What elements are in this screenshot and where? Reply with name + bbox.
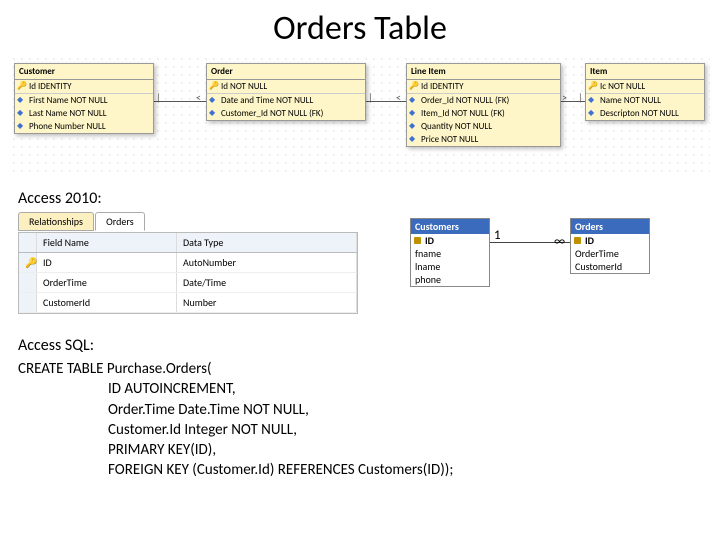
sql-block: CREATE TABLE Purchase.Orders( ID AUTOINC… xyxy=(18,359,702,481)
diamond-icon: ◆ xyxy=(588,95,594,105)
page-title: Orders Table xyxy=(0,0,720,49)
access2010-label: Access 2010: xyxy=(18,189,702,208)
er-diagram: < | < | > | Customer🔑Id IDENTITY◆First N… xyxy=(10,55,710,175)
tab-orders[interactable]: Orders xyxy=(95,212,144,231)
field-name: ID xyxy=(37,253,177,272)
rel-customers-box: Customers ID fname lname phone xyxy=(410,218,490,287)
access-tabs: Relationships Orders xyxy=(18,212,144,231)
sql-line-4: Customer.Id Integer NOT NULL, xyxy=(18,420,702,440)
field-name: CustomerId xyxy=(37,293,177,312)
diamond-icon: ◆ xyxy=(409,108,415,118)
grid-header-datatype: Data Type xyxy=(177,233,357,252)
data-type: AutoNumber xyxy=(177,253,357,272)
design-grid: Field Name Data Type 🔑IDAutoNumberOrderT… xyxy=(18,232,358,314)
table-row[interactable]: OrderTimeDate/Time xyxy=(19,273,357,293)
key-icon: 🔑 xyxy=(209,81,219,91)
diamond-icon: ◆ xyxy=(409,121,415,131)
row-selector xyxy=(19,273,37,292)
diamond-icon: ◆ xyxy=(209,108,215,118)
data-type: Date/Time xyxy=(177,273,357,292)
sql-line-5: PRIMARY KEY(ID), xyxy=(18,440,702,460)
diamond-icon: ◆ xyxy=(17,121,23,131)
rel-card-left: 1 xyxy=(494,228,501,243)
row-selector xyxy=(19,293,37,312)
rel-orders-box: Orders ID OrderTime CustomerId xyxy=(570,218,650,274)
table-row[interactable]: 🔑IDAutoNumber xyxy=(19,253,357,273)
key-icon: 🔑 xyxy=(19,253,37,272)
access-sql-label: Access SQL: xyxy=(18,336,702,355)
rel-card-right: ∞ xyxy=(554,234,565,249)
diamond-icon: ◆ xyxy=(588,108,594,118)
er-table-item: Item🔑Ic NOT NULL◆Name NOT NULL◆Descripto… xyxy=(585,63,705,121)
sql-line-1: CREATE TABLE Purchase.Orders( xyxy=(18,360,212,378)
key-icon: 🔑 xyxy=(409,81,419,91)
access-2010-area: Relationships Orders Field Name Data Typ… xyxy=(10,212,710,322)
diamond-icon: ◆ xyxy=(17,108,23,118)
table-row[interactable]: CustomerIdNumber xyxy=(19,293,357,313)
diamond-icon: ◆ xyxy=(209,95,215,105)
diamond-icon: ◆ xyxy=(409,95,415,105)
tab-relationships[interactable]: Relationships xyxy=(18,212,94,231)
key-icon: 🔑 xyxy=(588,81,598,91)
diamond-icon: ◆ xyxy=(409,134,415,144)
diamond-icon: ◆ xyxy=(17,95,23,105)
er-table-order: Order🔑Id NOT NULL◆Date and Time NOT NULL… xyxy=(206,63,366,121)
sql-line-6: FOREIGN KEY (Customer.Id) REFERENCES Cus… xyxy=(18,460,702,480)
key-icon: 🔑 xyxy=(17,81,27,91)
er-table-line-item: Line Item🔑Id IDENTITY◆Order_Id NOT NULL … xyxy=(406,63,561,147)
er-table-customer: Customer🔑Id IDENTITY◆First Name NOT NULL… xyxy=(14,63,154,134)
field-name: OrderTime xyxy=(37,273,177,292)
grid-header-fieldname: Field Name xyxy=(37,233,177,252)
data-type: Number xyxy=(177,293,357,312)
sql-line-3: Order.Time Date.Time NOT NULL, xyxy=(18,400,702,420)
sql-line-2: ID AUTOINCREMENT, xyxy=(18,379,702,399)
